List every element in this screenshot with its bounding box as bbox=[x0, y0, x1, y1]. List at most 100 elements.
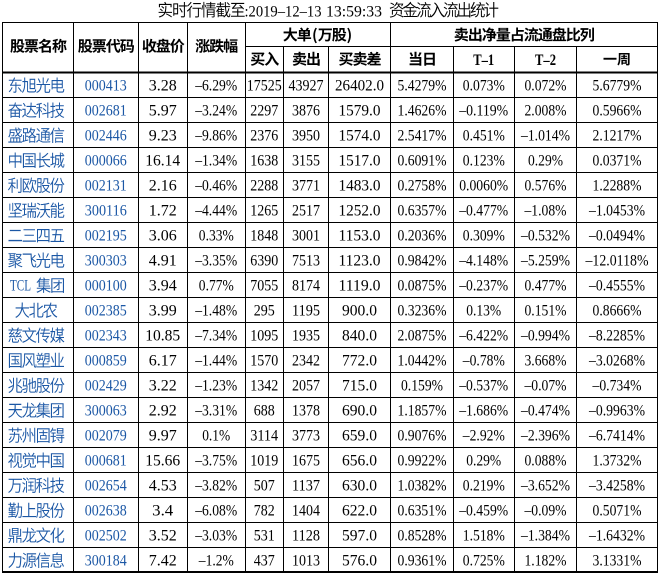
svg-text:1153.0: 1153.0 bbox=[339, 228, 381, 245]
svg-text:576.0: 576.0 bbox=[342, 553, 377, 570]
svg-text:–9.86%: –9.86% bbox=[194, 128, 237, 145]
svg-text:–6.29%: –6.29% bbox=[194, 78, 237, 95]
svg-text:–8.2285%: –8.2285% bbox=[588, 328, 645, 345]
svg-text:–0.9963%: –0.9963% bbox=[588, 403, 645, 420]
svg-text:0.0875%: 0.0875% bbox=[398, 278, 447, 295]
svg-text:7.42: 7.42 bbox=[149, 553, 177, 570]
svg-text:–0.78%: –0.78% bbox=[462, 353, 505, 370]
svg-text:1252.0: 1252.0 bbox=[339, 203, 381, 220]
svg-text:–0.477%: –0.477% bbox=[458, 203, 508, 220]
svg-text:656.0: 656.0 bbox=[342, 453, 377, 470]
svg-text:1123.0: 1123.0 bbox=[339, 253, 381, 270]
svg-text:507: 507 bbox=[254, 478, 275, 495]
svg-text:002343: 002343 bbox=[85, 328, 127, 345]
svg-text:1.4626%: 1.4626% bbox=[398, 103, 447, 120]
svg-text:5.97: 5.97 bbox=[149, 103, 177, 120]
svg-text:000066: 000066 bbox=[85, 153, 127, 170]
svg-text:16.14: 16.14 bbox=[145, 153, 180, 170]
svg-text:2.5417%: 2.5417% bbox=[398, 128, 447, 145]
svg-text:0.1%: 0.1% bbox=[202, 428, 230, 445]
svg-text:7513: 7513 bbox=[292, 253, 320, 270]
svg-text:300184: 300184 bbox=[85, 553, 127, 570]
svg-text:002131: 002131 bbox=[85, 178, 127, 195]
svg-text:2.16: 2.16 bbox=[149, 178, 177, 195]
svg-text:3.22: 3.22 bbox=[149, 378, 177, 395]
svg-text:0.073%: 0.073% bbox=[463, 78, 505, 95]
svg-text:659.0: 659.0 bbox=[342, 428, 377, 445]
svg-text:002385: 002385 bbox=[85, 303, 127, 320]
svg-text:3.1331%: 3.1331% bbox=[593, 553, 642, 570]
svg-text:0.159%: 0.159% bbox=[401, 378, 443, 395]
svg-text:1935: 1935 bbox=[292, 328, 320, 345]
svg-text:–0.119%: –0.119% bbox=[458, 103, 508, 120]
svg-text:0.33%: 0.33% bbox=[199, 228, 234, 245]
svg-text:T–2: T–2 bbox=[535, 52, 556, 69]
svg-text:3114: 3114 bbox=[250, 428, 278, 445]
svg-text:0.0371%: 0.0371% bbox=[593, 153, 642, 170]
svg-text:–7.34%: –7.34% bbox=[194, 328, 237, 345]
svg-text:0.5071%: 0.5071% bbox=[593, 503, 642, 520]
svg-text:9.97: 9.97 bbox=[149, 428, 177, 445]
svg-text:–3.24%: –3.24% bbox=[194, 103, 237, 120]
svg-text:5.4279%: 5.4279% bbox=[398, 78, 447, 95]
svg-text:3001: 3001 bbox=[292, 228, 320, 245]
svg-text:3773: 3773 bbox=[292, 428, 320, 445]
svg-text:1517.0: 1517.0 bbox=[339, 153, 381, 170]
svg-text:–0.459%: –0.459% bbox=[458, 503, 508, 520]
svg-text:002681: 002681 bbox=[85, 103, 127, 120]
svg-text:0.451%: 0.451% bbox=[463, 128, 505, 145]
svg-text:002195: 002195 bbox=[85, 228, 127, 245]
svg-text:6.17: 6.17 bbox=[149, 353, 177, 370]
svg-text:–0.09%: –0.09% bbox=[524, 503, 567, 520]
svg-text:2288: 2288 bbox=[250, 178, 278, 195]
svg-text:–3.4258%: –3.4258% bbox=[588, 478, 645, 495]
svg-text:1128: 1128 bbox=[292, 528, 320, 545]
svg-text:2057: 2057 bbox=[292, 378, 320, 395]
svg-text:–0.474%: –0.474% bbox=[520, 403, 570, 420]
svg-text:8174: 8174 bbox=[292, 278, 320, 295]
svg-text:0.29%: 0.29% bbox=[528, 153, 563, 170]
svg-text:10.85: 10.85 bbox=[145, 328, 180, 345]
svg-text:688: 688 bbox=[254, 403, 275, 420]
svg-text:1638: 1638 bbox=[250, 153, 278, 170]
svg-text:1137: 1137 bbox=[292, 478, 320, 495]
svg-text:002429: 002429 bbox=[85, 378, 127, 395]
svg-text:1265: 1265 bbox=[250, 203, 278, 220]
svg-text:2517: 2517 bbox=[292, 203, 320, 220]
svg-text:295: 295 bbox=[254, 303, 275, 320]
svg-text:3.668%: 3.668% bbox=[525, 353, 567, 370]
svg-text:–1.2%: –1.2% bbox=[198, 553, 234, 570]
svg-text:437: 437 bbox=[254, 553, 275, 570]
svg-text:0.151%: 0.151% bbox=[525, 303, 567, 320]
svg-text:1195: 1195 bbox=[292, 303, 320, 320]
svg-text:–1.48%: –1.48% bbox=[194, 303, 237, 320]
svg-text:–0.07%: –0.07% bbox=[524, 378, 567, 395]
svg-text:–1.014%: –1.014% bbox=[520, 128, 570, 145]
svg-text:–1.44%: –1.44% bbox=[194, 353, 237, 370]
svg-text:–0.994%: –0.994% bbox=[520, 328, 570, 345]
svg-text:002502: 002502 bbox=[85, 528, 127, 545]
svg-text:0.9842%: 0.9842% bbox=[398, 253, 447, 270]
svg-text:0.3236%: 0.3236% bbox=[398, 303, 447, 320]
svg-text:2.1217%: 2.1217% bbox=[593, 128, 642, 145]
svg-text:0.6357%: 0.6357% bbox=[398, 203, 447, 220]
svg-text:–0.0494%: –0.0494% bbox=[588, 228, 645, 245]
svg-text:0.725%: 0.725% bbox=[463, 553, 505, 570]
svg-text:000681: 000681 bbox=[85, 453, 127, 470]
svg-text::2019–12–13: :2019–12–13 bbox=[245, 4, 322, 21]
svg-text:–0.237%: –0.237% bbox=[458, 278, 508, 295]
svg-text:26402.0: 26402.0 bbox=[335, 78, 384, 95]
svg-text:–0.4555%: –0.4555% bbox=[588, 278, 645, 295]
svg-text:1119.0: 1119.0 bbox=[339, 278, 381, 295]
svg-text:13:59:33: 13:59:33 bbox=[326, 4, 382, 21]
svg-text:1095: 1095 bbox=[250, 328, 278, 345]
svg-text:840.0: 840.0 bbox=[342, 328, 377, 345]
svg-text:–3.75%: –3.75% bbox=[194, 453, 237, 470]
svg-text:1.3732%: 1.3732% bbox=[593, 453, 642, 470]
svg-text:1574.0: 1574.0 bbox=[339, 128, 381, 145]
svg-text:531: 531 bbox=[254, 528, 275, 545]
svg-text:–3.652%: –3.652% bbox=[520, 478, 570, 495]
svg-text:–0.537%: –0.537% bbox=[458, 378, 508, 395]
svg-text:–4.44%: –4.44% bbox=[194, 203, 237, 220]
svg-text:0.5966%: 0.5966% bbox=[593, 103, 642, 120]
